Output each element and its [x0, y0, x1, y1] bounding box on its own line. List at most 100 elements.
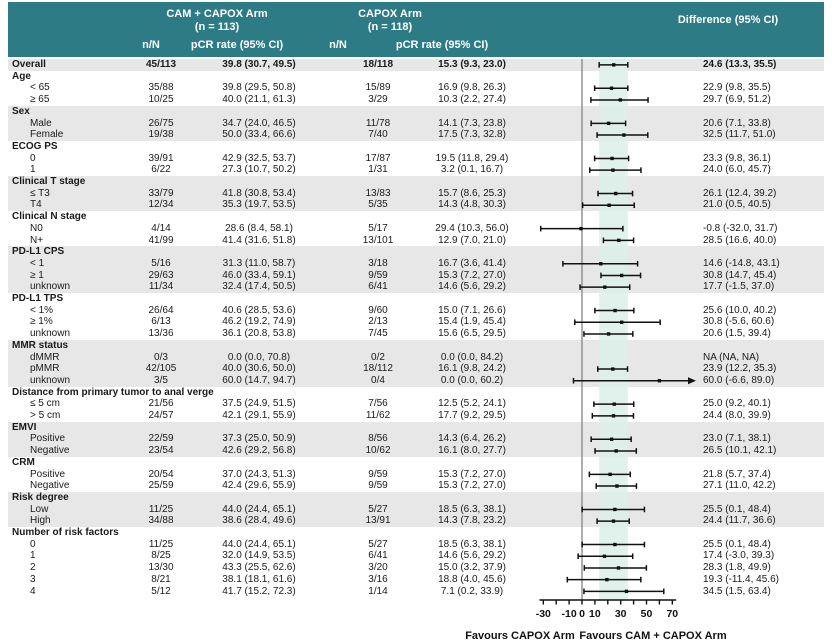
- capox-n-value: 5/27: [368, 538, 388, 550]
- data-row: 3 8/21 38.1 (18.1, 61.6) 3/16 18.8 (4.0, 45.…: [8, 574, 824, 586]
- difference-value: 24.4 (11.7, 36.6): [703, 515, 776, 527]
- cam-n-value: 29/63: [148, 269, 174, 281]
- capox-n-value: 9/60: [368, 304, 388, 316]
- data-row: ≤ 5 cm 21/56 37.5 (24.9, 51.5) 7/56 12.5 (5.…: [8, 398, 824, 410]
- data-row: unknown 13/36 36.1 (20.8, 53.8) 7/45 15.6 (6…: [8, 328, 824, 340]
- favours-left-label: Favours CAPOX Arm: [465, 630, 575, 642]
- capox-pcr-value: 14.3 (7.8, 23.2): [438, 515, 506, 527]
- subgroup-header-row: MMR status: [8, 339, 824, 352]
- capox-n-value: 3/20: [368, 562, 388, 574]
- data-row: 2 13/30 43.3 (25.5, 62.6) 3/20 15.0 (3.2, 37…: [8, 562, 824, 574]
- row-label: ≤ T3: [30, 187, 50, 199]
- cam-pcr-value: 40.0 (30.6, 50.0): [222, 363, 296, 375]
- subgroup-header-row: ECOG PS: [8, 141, 824, 153]
- capox-n-value: 1/14: [368, 585, 388, 597]
- cam-n-value: 6/13: [151, 316, 171, 328]
- cam-pcr-value: 41.8 (30.8, 53.4): [222, 187, 296, 199]
- row-label: 0: [30, 538, 36, 550]
- row-label: N+: [30, 234, 44, 246]
- row-label: unknown: [30, 374, 71, 386]
- row-label: Sex: [12, 105, 30, 117]
- capox-pcr-value: 15.3 (7.2, 27.0): [438, 269, 506, 281]
- difference-value: 28.5 (16.6, 40.0): [703, 234, 777, 246]
- row-label: Distance from primary tumor to anal verg…: [12, 386, 214, 398]
- col-header-capox-pcr: pCR rate (95% CI): [395, 39, 489, 51]
- cam-n-value: 4/14: [151, 222, 171, 234]
- capox-n-value: 2/13: [368, 316, 388, 328]
- data-row: unknown 11/34 32.4 (17.4, 50.5) 6/41 14.6 (5…: [8, 281, 824, 294]
- row-label: ≥ 65: [30, 94, 50, 106]
- difference-value: 26.5 (10.1, 42.1): [703, 445, 777, 457]
- table-header: CAM + CAPOX Arm (n = 113) CAPOX Arm (n =…: [8, 2, 824, 57]
- row-label: unknown: [30, 328, 71, 340]
- capox-pcr-value: 15.4 (1.9, 45.4): [438, 316, 506, 328]
- cam-n-value: 45/113: [145, 59, 177, 70]
- capox-pcr-value: 16.9 (9.8, 26.3): [438, 82, 506, 94]
- x-axis-tick-label: 70: [666, 608, 678, 620]
- difference-value: 17.4 (-3.0, 39.3): [703, 550, 775, 562]
- subgroup-header-row: Age: [8, 71, 824, 83]
- difference-value: 28.3 (1.8, 49.9): [703, 562, 771, 574]
- difference-value: 24.4 (8.0, 39.9): [703, 410, 771, 421]
- difference-value: 25.0 (9.2, 40.1): [703, 398, 771, 410]
- data-row: T4 12/34 35.3 (19.7, 53.5) 5/35 14.3 (4.8, 3…: [8, 199, 824, 212]
- capox-n-value: 10/62: [365, 445, 391, 457]
- difference-value: 20.6 (7.1, 33.8): [703, 117, 771, 129]
- row-label: Negative: [30, 445, 70, 457]
- cam-pcr-value: 32.4 (17.4, 50.5): [222, 281, 296, 293]
- cam-n-value: 5/12: [151, 585, 171, 597]
- difference-value: 17.7 (-1.5, 37.0): [703, 281, 775, 293]
- capox-pcr-value: 3.2 (0.1, 16.7): [440, 164, 504, 176]
- data-row: < 65 35/88 39.8 (29.5, 50.8) 15/89 16.9 (9.8…: [8, 82, 824, 94]
- cam-n-value: 23/54: [148, 445, 174, 457]
- difference-value: 23.9 (12.2, 35.3): [703, 363, 777, 375]
- capox-pcr-value: 29.4 (10.3, 56.0): [435, 222, 509, 234]
- capox-pcr-value: 15.0 (3.2, 37.9): [438, 562, 506, 574]
- row-label: 4: [30, 585, 36, 597]
- row-label: MMR status: [12, 339, 69, 351]
- cam-n-value: 11/34: [148, 281, 174, 293]
- row-label: Overall: [12, 59, 46, 70]
- capox-pcr-value: 16.1 (8.0, 27.7): [438, 445, 506, 457]
- data-row: Female 19/38 50.0 (33.4, 66.6) 7/40 17.5 (7.…: [8, 129, 824, 142]
- x-axis-tick-label: 10: [589, 608, 601, 620]
- row-label: ECOG PS: [12, 140, 58, 152]
- difference-value: 29.7 (6.9, 51.2): [703, 94, 771, 106]
- row-label: 1: [30, 164, 36, 176]
- subgroup-header-row: Risk degree: [8, 491, 824, 504]
- capox-n-value: 9/59: [368, 269, 388, 281]
- difference-value: 20.6 (1.5, 39.4): [703, 328, 771, 340]
- cam-pcr-value: 28.6 (8.4, 58.1): [225, 222, 293, 234]
- capox-pcr-value: 14.6 (5.6, 29.2): [438, 281, 506, 293]
- cam-n-value: 42/105: [145, 363, 177, 375]
- cam-pcr-value: 46.2 (19.2, 74.9): [222, 316, 296, 328]
- capox-n-value: 11/62: [365, 410, 391, 421]
- capox-n-value: 1/31: [368, 164, 388, 176]
- cam-pcr-value: 38.6 (28.4, 49.6): [222, 515, 296, 527]
- capox-n-value: 7/40: [368, 129, 388, 141]
- data-row: ≥ 65 10/25 40.0 (21.1, 61.3) 3/29 10.3 (2.2,…: [8, 94, 824, 106]
- cam-pcr-value: 35.3 (19.7, 53.5): [222, 199, 296, 211]
- row-label: Risk degree: [12, 491, 69, 503]
- subgroup-header-row: EMVI: [8, 421, 824, 434]
- row-label: ≥ 1: [30, 269, 44, 281]
- row-label: ≥ 1%: [30, 316, 53, 328]
- capox-pcr-value: 15.3 (7.2, 27.0): [438, 480, 506, 492]
- capox-pcr-value: 7.1 (0.2, 33.9): [440, 585, 504, 597]
- data-row: High 34/88 38.6 (28.4, 49.6) 13/91 14.3 (7.8…: [8, 515, 824, 528]
- data-row: 0 39/91 42.9 (32.5, 53.7) 17/87 19.5 (11.8, …: [8, 153, 824, 165]
- subgroup-header-row: Clinical T stage: [8, 176, 824, 188]
- capox-n-value: 3/16: [368, 573, 388, 585]
- subgroup-header-row: Distance from primary tumor to anal verg…: [8, 387, 824, 399]
- col-header-difference: Difference (95% CI): [677, 14, 779, 26]
- row-label: N0: [30, 222, 43, 234]
- cam-pcr-value: 44.0 (24.4, 65.1): [222, 538, 296, 550]
- cam-pcr-value: 31.3 (11.0, 58.7): [222, 257, 296, 269]
- difference-value: 14.6 (-14.8, 43.1): [703, 257, 780, 269]
- capox-n-value: 6/41: [368, 281, 388, 293]
- difference-value: 26.1 (12.4, 39.2): [703, 187, 777, 199]
- capox-pcr-value: 15.6 (6.5, 29.5): [438, 328, 506, 340]
- cam-pcr-value: 40.0 (21.1, 61.3): [222, 94, 296, 106]
- capox-pcr-value: 16.1 (9.8, 24.2): [438, 363, 506, 375]
- row-label: ≤ 5 cm: [30, 398, 60, 410]
